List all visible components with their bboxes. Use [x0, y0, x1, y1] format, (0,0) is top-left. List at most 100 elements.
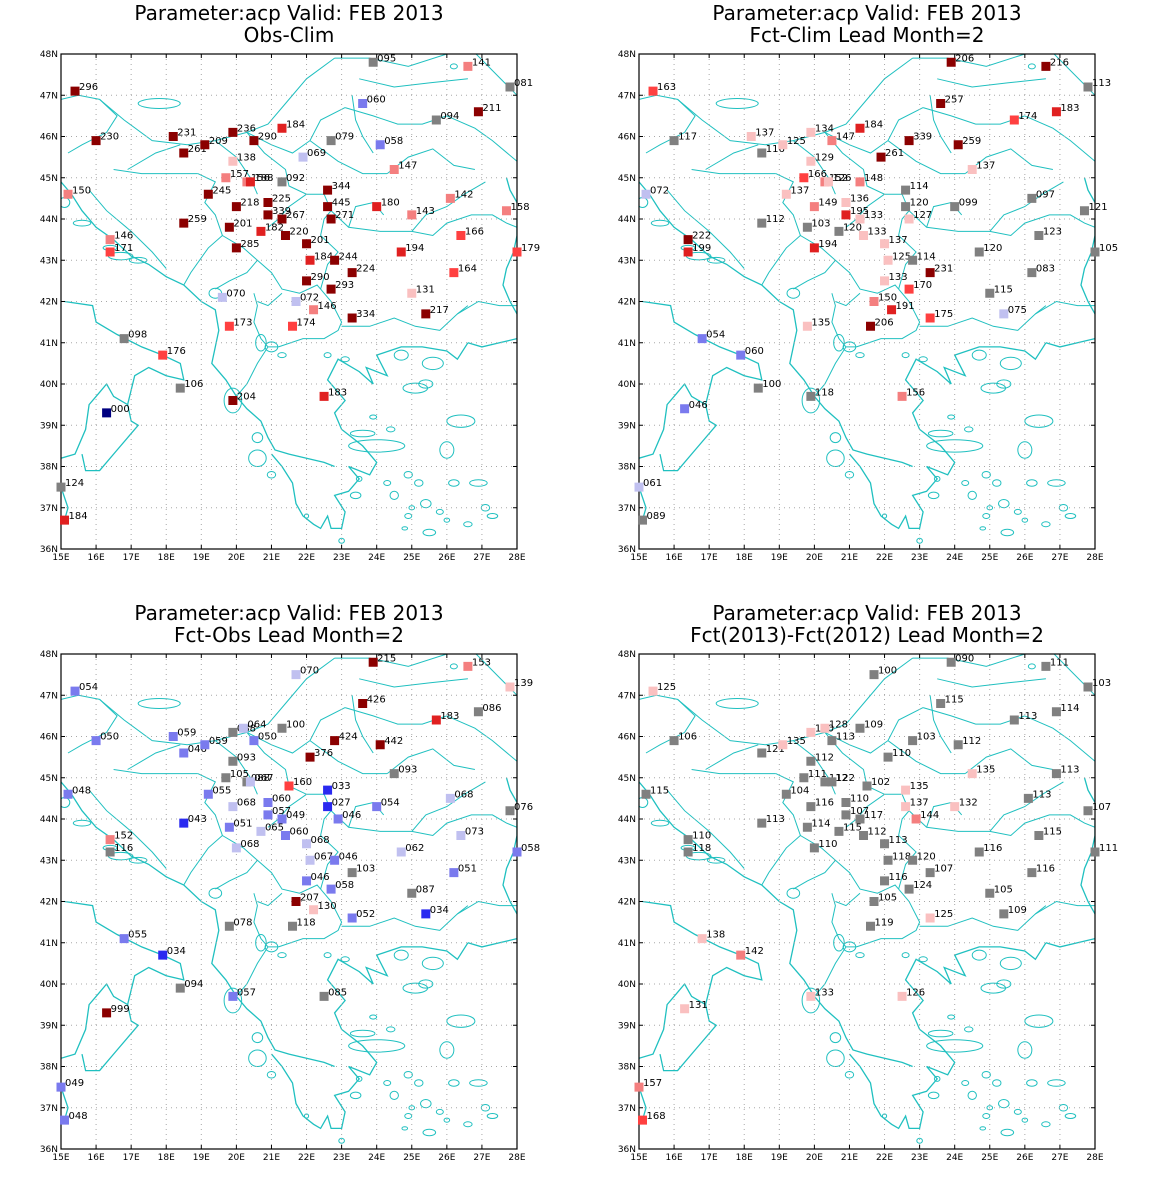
- island: [443, 1117, 451, 1123]
- station-label: 086: [482, 703, 501, 714]
- island: [266, 470, 277, 479]
- island: [446, 414, 476, 428]
- station-marker: [946, 57, 956, 67]
- station-marker: [512, 247, 522, 257]
- map-panel: 15E 16E 17E 18E 19E 20E 21E 22E 23E 24E 25E 26E 27E 2…: [618, 650, 1118, 1163]
- station-label: 083: [1036, 264, 1055, 275]
- station-label: 175: [934, 309, 953, 320]
- station-marker: [904, 214, 914, 224]
- island: [933, 1075, 941, 1082]
- lon-tick-label: 17E: [123, 1153, 140, 1163]
- lake: [715, 98, 759, 109]
- station-label: 114: [811, 818, 830, 829]
- border-line: [253, 293, 279, 348]
- station-label: 068: [454, 789, 473, 800]
- station-label: 285: [240, 239, 259, 250]
- station-marker: [228, 756, 238, 766]
- border-line: [761, 773, 801, 886]
- station-label: 157: [643, 1078, 662, 1089]
- station-label: 183: [1060, 103, 1079, 114]
- border-line: [99, 57, 335, 146]
- lon-tick-label: 23E: [911, 1153, 928, 1163]
- station-label: 088: [251, 773, 270, 784]
- island: [403, 470, 413, 479]
- island: [248, 449, 267, 467]
- station-label: 133: [864, 210, 883, 221]
- station-marker: [347, 313, 357, 323]
- border-line: [236, 346, 269, 397]
- station-marker: [221, 173, 231, 183]
- station-marker: [683, 235, 693, 245]
- island: [947, 414, 956, 420]
- border-line: [1024, 115, 1095, 162]
- station-marker: [757, 218, 767, 228]
- lake: [277, 352, 287, 359]
- station-marker: [862, 781, 872, 791]
- station-marker: [105, 235, 115, 245]
- border-line: [344, 707, 447, 725]
- station-label: 046: [342, 810, 361, 821]
- station-label: 171: [114, 243, 133, 254]
- coastline: [642, 900, 763, 1005]
- station-marker: [168, 132, 178, 141]
- lat-tick-label: 44N: [40, 215, 58, 225]
- station-label: 125: [657, 682, 676, 693]
- station-marker: [809, 202, 819, 212]
- lon-tick-label: 15E: [52, 1153, 69, 1163]
- axis-labels: 15E 16E 17E 18E 19E 20E 21E 22E 23E 24E 25E 26E 27E 2…: [618, 50, 1104, 563]
- island: [801, 987, 821, 1014]
- station-marker: [63, 789, 73, 799]
- border-line: [691, 169, 776, 175]
- island: [1064, 513, 1077, 519]
- station-marker: [1083, 682, 1093, 692]
- station-label: 092: [286, 173, 305, 184]
- border-line: [257, 292, 283, 307]
- lat-tick-label: 39N: [40, 421, 58, 431]
- station-label: 150: [878, 293, 897, 304]
- station-marker: [858, 231, 868, 240]
- lon-tick-label: 19E: [771, 1153, 788, 1163]
- station-label: 068: [237, 798, 256, 809]
- lake: [208, 887, 223, 899]
- station-label: 087: [416, 884, 435, 895]
- station-marker: [277, 723, 287, 733]
- station-label: 113: [889, 835, 908, 846]
- station-marker: [56, 482, 66, 492]
- lon-tick-label: 25E: [981, 553, 998, 563]
- station-label: 067: [314, 851, 333, 862]
- station-marker: [799, 173, 809, 183]
- station-marker: [887, 305, 897, 315]
- lon-tick-label: 23E: [911, 553, 928, 563]
- station-label: 033: [332, 781, 351, 792]
- border-line: [257, 859, 321, 894]
- station-label: 124: [913, 880, 932, 891]
- station-marker: [179, 748, 189, 758]
- station-marker: [358, 99, 368, 108]
- island: [480, 503, 491, 512]
- station-label: 146: [318, 301, 337, 312]
- coastline: [1083, 177, 1095, 203]
- island: [829, 432, 842, 444]
- station-marker: [841, 198, 851, 207]
- station-label: 113: [1032, 789, 1051, 800]
- coastline: [61, 1086, 69, 1121]
- island: [1024, 414, 1054, 428]
- lon-tick-label: 26E: [438, 1153, 455, 1163]
- station-marker: [288, 321, 298, 331]
- station-marker: [228, 156, 238, 166]
- station-label: 076: [514, 802, 533, 813]
- station-marker: [820, 723, 830, 733]
- station-label: 152: [829, 173, 848, 184]
- island: [964, 1026, 974, 1033]
- border-line: [457, 300, 517, 315]
- station-marker: [869, 670, 879, 680]
- station-label: 204: [237, 392, 256, 403]
- station-label: 097: [1036, 189, 1055, 200]
- station-label: 376: [314, 748, 333, 759]
- lat-tick-label: 47N: [40, 91, 58, 101]
- station-label: 116: [983, 843, 1002, 854]
- border-line: [845, 193, 885, 228]
- station-marker: [119, 334, 129, 344]
- station-label: 115: [994, 284, 1013, 295]
- coastlines: [61, 654, 517, 1144]
